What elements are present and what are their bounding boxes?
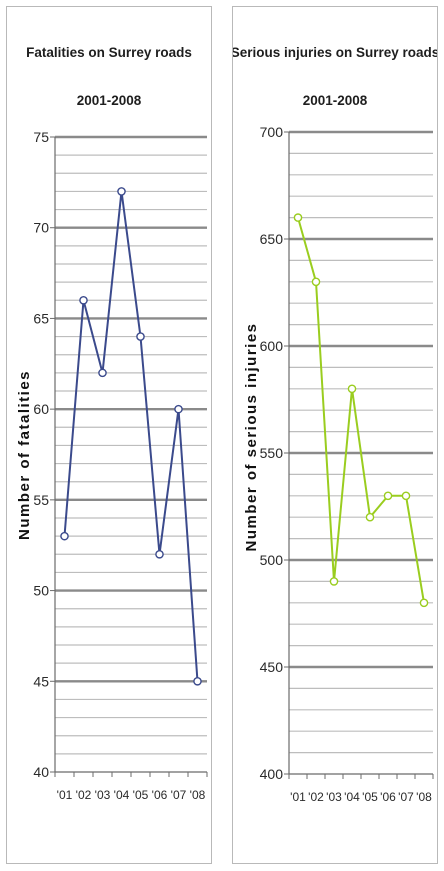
x-tick-label: '06: [152, 788, 168, 802]
gridlines: [55, 135, 207, 755]
y-tick-label: 40: [33, 764, 49, 780]
x-tick-labels: '01'02'03'04'05'06'07'08: [57, 788, 206, 802]
fatalities-chart-panel: Fatalities on Surrey roads 2001-2008 40 4…: [6, 6, 212, 864]
data-point: [419, 598, 429, 608]
fatalities-chart: Fatalities on Surrey roads 2001-2008 404…: [16, 45, 208, 802]
y-axis-label: Number of fatalities: [16, 370, 33, 540]
y-tick-labels: 40 45 50 55 60 65 70 75: [33, 129, 49, 780]
y-tick-label: 75: [33, 129, 49, 145]
series: [60, 187, 202, 686]
y-tick-label: 70: [33, 220, 49, 236]
data-point: [383, 491, 393, 501]
y-tick-label: 650: [260, 231, 284, 247]
serious-injuries-chart: Serious injuries on Surrey roads 2001-20…: [233, 45, 437, 804]
x-tick-label: '01: [57, 788, 73, 802]
data-point: [329, 577, 339, 586]
axes: [284, 131, 434, 779]
gridlines: [289, 130, 433, 754]
serious-injuries-chart-panel: Serious injuries on Surrey roads 2001-20…: [232, 6, 438, 864]
y-tick-label: 55: [33, 492, 49, 508]
x-tick-label: '03: [95, 788, 111, 802]
data-point: [365, 512, 375, 522]
y-tick-label: 60: [33, 401, 49, 417]
x-tick-label: '01: [290, 790, 306, 804]
x-tick-label: '08: [190, 788, 206, 802]
x-tick-label: '07: [171, 788, 187, 802]
data-point: [117, 187, 126, 196]
data-point: [79, 295, 88, 305]
y-tick-label: 45: [33, 673, 49, 689]
chart-title: Serious injuries on Surrey roads: [233, 45, 437, 60]
data-point: [98, 368, 107, 378]
data-point: [174, 404, 183, 414]
data-point: [347, 384, 357, 394]
x-tick-label: '07: [398, 790, 414, 804]
y-tick-label: 550: [260, 445, 284, 461]
x-tick-label: '02: [308, 790, 324, 804]
x-tick-labels: '01'02'03'04'05'06'07'08: [290, 790, 432, 804]
data-point: [60, 531, 69, 541]
y-axis-label: Number of serious injuries: [243, 322, 260, 551]
y-tick-labels: 400 450 500 550 600 650 700: [260, 124, 284, 782]
data-point: [136, 332, 145, 341]
series-line: [63, 190, 199, 682]
x-tick-label: '06: [380, 790, 396, 804]
y-tick-label: 50: [33, 583, 49, 599]
chart-subtitle: 2001-2008: [303, 93, 368, 108]
data-point: [193, 676, 202, 686]
data-point: [311, 277, 321, 287]
chart-subtitle: 2001-2008: [77, 93, 142, 108]
x-tick-label: '05: [362, 790, 378, 804]
data-point: [401, 491, 411, 501]
y-tick-label: 65: [33, 310, 49, 326]
x-tick-label: '08: [416, 790, 432, 804]
axes: [50, 136, 208, 777]
x-tick-label: '04: [114, 788, 130, 802]
x-tick-label: '04: [344, 790, 360, 804]
x-tick-label: '03: [326, 790, 342, 804]
data-point: [155, 549, 164, 559]
y-tick-label: 700: [260, 124, 284, 140]
y-tick-label: 450: [260, 659, 284, 675]
y-tick-label: 500: [260, 552, 284, 568]
x-tick-label: '05: [133, 788, 149, 802]
y-tick-label: 600: [260, 338, 284, 354]
chart-title: Fatalities on Surrey roads: [26, 45, 192, 60]
data-point: [293, 213, 303, 222]
x-tick-label: '02: [76, 788, 92, 802]
y-tick-label: 400: [260, 766, 284, 782]
series: [293, 213, 429, 608]
